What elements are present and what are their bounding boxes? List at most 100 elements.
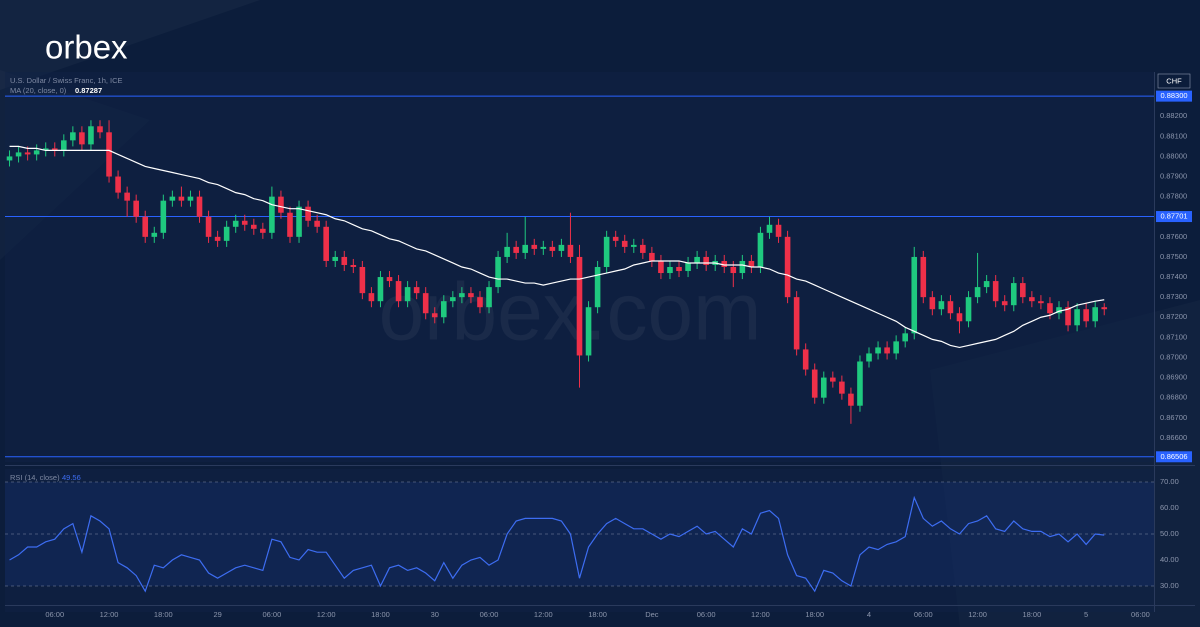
candle-body: [341, 256, 348, 265]
candle-body: [911, 256, 918, 334]
x-tick-label: 06:00: [914, 610, 933, 619]
candle-body: [1001, 301, 1008, 306]
candle-body: [630, 244, 637, 247]
candle-body: [42, 148, 49, 151]
candle-body: [1020, 283, 1026, 298]
ma-legend: MA (20, close, 0): [10, 86, 67, 95]
candle-body: [79, 132, 85, 145]
candle-body: [839, 381, 845, 394]
candle-body: [386, 277, 393, 282]
x-tick-label: 12:00: [100, 610, 119, 619]
candle-body: [612, 236, 619, 241]
x-tick-label: 18:00: [1022, 610, 1041, 619]
candle-body: [947, 301, 954, 314]
candle-body: [6, 156, 13, 161]
candle-body: [133, 200, 139, 217]
level-label: 0.87701: [1160, 212, 1187, 221]
level-label-box: [1156, 211, 1192, 223]
candle-body: [359, 267, 366, 294]
rsi-tick-label: 30.00: [1160, 581, 1179, 590]
logo: orbex: [45, 29, 128, 66]
candle-body: [1074, 309, 1080, 326]
rsi-pane: [5, 469, 1154, 612]
ma-last-value: 0.87287: [75, 86, 102, 95]
candle-body: [169, 196, 176, 201]
candle-body: [214, 236, 221, 241]
x-tick-label: 12:00: [317, 610, 336, 619]
candle-body: [1010, 283, 1017, 306]
candle-body: [241, 220, 248, 225]
candle-body: [929, 297, 936, 310]
candle-body: [667, 267, 673, 274]
candle-body: [269, 196, 275, 233]
candle-body: [15, 152, 22, 157]
candle-body: [1047, 303, 1053, 314]
x-tick-label: 18:00: [805, 610, 824, 619]
candle-body: [965, 297, 972, 322]
candle-body: [377, 277, 384, 302]
y-tick-label: 0.88000: [1160, 151, 1187, 160]
candle-body: [658, 260, 664, 274]
candle-body: [124, 192, 130, 201]
candle-body: [395, 281, 402, 302]
candle-body: [404, 287, 411, 302]
candle-body: [97, 126, 103, 133]
candle-body: [142, 216, 149, 237]
candle-body: [431, 313, 438, 318]
candle-body: [766, 224, 773, 233]
moving-average: [9, 145, 1105, 349]
candle-body: [730, 267, 737, 274]
candle-body: [1029, 297, 1035, 302]
candle-body: [88, 126, 94, 145]
candle-body: [576, 256, 583, 356]
x-tick-label: Dec: [645, 610, 659, 619]
rsi-last-value: 49.56: [62, 473, 81, 482]
x-tick-label: 06:00: [697, 610, 716, 619]
candle-body: [70, 132, 76, 141]
candle-body: [549, 246, 556, 251]
candle-body: [205, 216, 212, 237]
y-tick-label: 0.87100: [1160, 332, 1187, 341]
candle-body: [178, 196, 185, 201]
candle-body: [440, 301, 447, 318]
x-tick-label: 18:00: [371, 610, 390, 619]
candle-body: [992, 281, 999, 302]
candle-body: [196, 196, 203, 217]
candle-body: [187, 196, 194, 201]
candle-body: [757, 232, 764, 267]
x-tick-label: 4: [867, 610, 871, 619]
y-tick-label: 0.87300: [1160, 292, 1187, 301]
currency: CHF: [1166, 76, 1182, 85]
candle-body: [296, 206, 302, 237]
y-tick-label: 0.88100: [1160, 131, 1187, 140]
candle-body: [603, 236, 610, 267]
candle-body: [504, 246, 510, 257]
candle-body: [974, 287, 981, 298]
candle-body: [848, 393, 854, 406]
x-tick-label: 18:00: [154, 610, 173, 619]
candle-body: [1083, 309, 1089, 322]
rsi-legend: RSI (14, close): [10, 473, 60, 482]
candle-body: [33, 150, 40, 155]
candle-body: [459, 293, 465, 298]
x-tick-label: 18:00: [588, 610, 607, 619]
candle-body: [24, 152, 31, 155]
y-tick-label: 0.87400: [1160, 272, 1187, 281]
candle-body: [811, 369, 818, 398]
x-tick-label: 12:00: [751, 610, 770, 619]
rsi-tick-label: 60.00: [1160, 503, 1179, 512]
candle-body: [857, 361, 863, 406]
candle-body: [902, 333, 909, 342]
candle-body: [106, 132, 112, 177]
candle-body: [278, 196, 284, 213]
y-tick-label: 0.87500: [1160, 252, 1187, 261]
y-tick-label: 0.87800: [1160, 192, 1187, 201]
candle-body: [323, 226, 329, 261]
y-tick-label: 0.87200: [1160, 312, 1187, 321]
candle-body: [413, 287, 420, 294]
candle-body: [1101, 307, 1108, 310]
level-label-box: [1156, 451, 1192, 463]
level-label-box: [1156, 90, 1192, 102]
